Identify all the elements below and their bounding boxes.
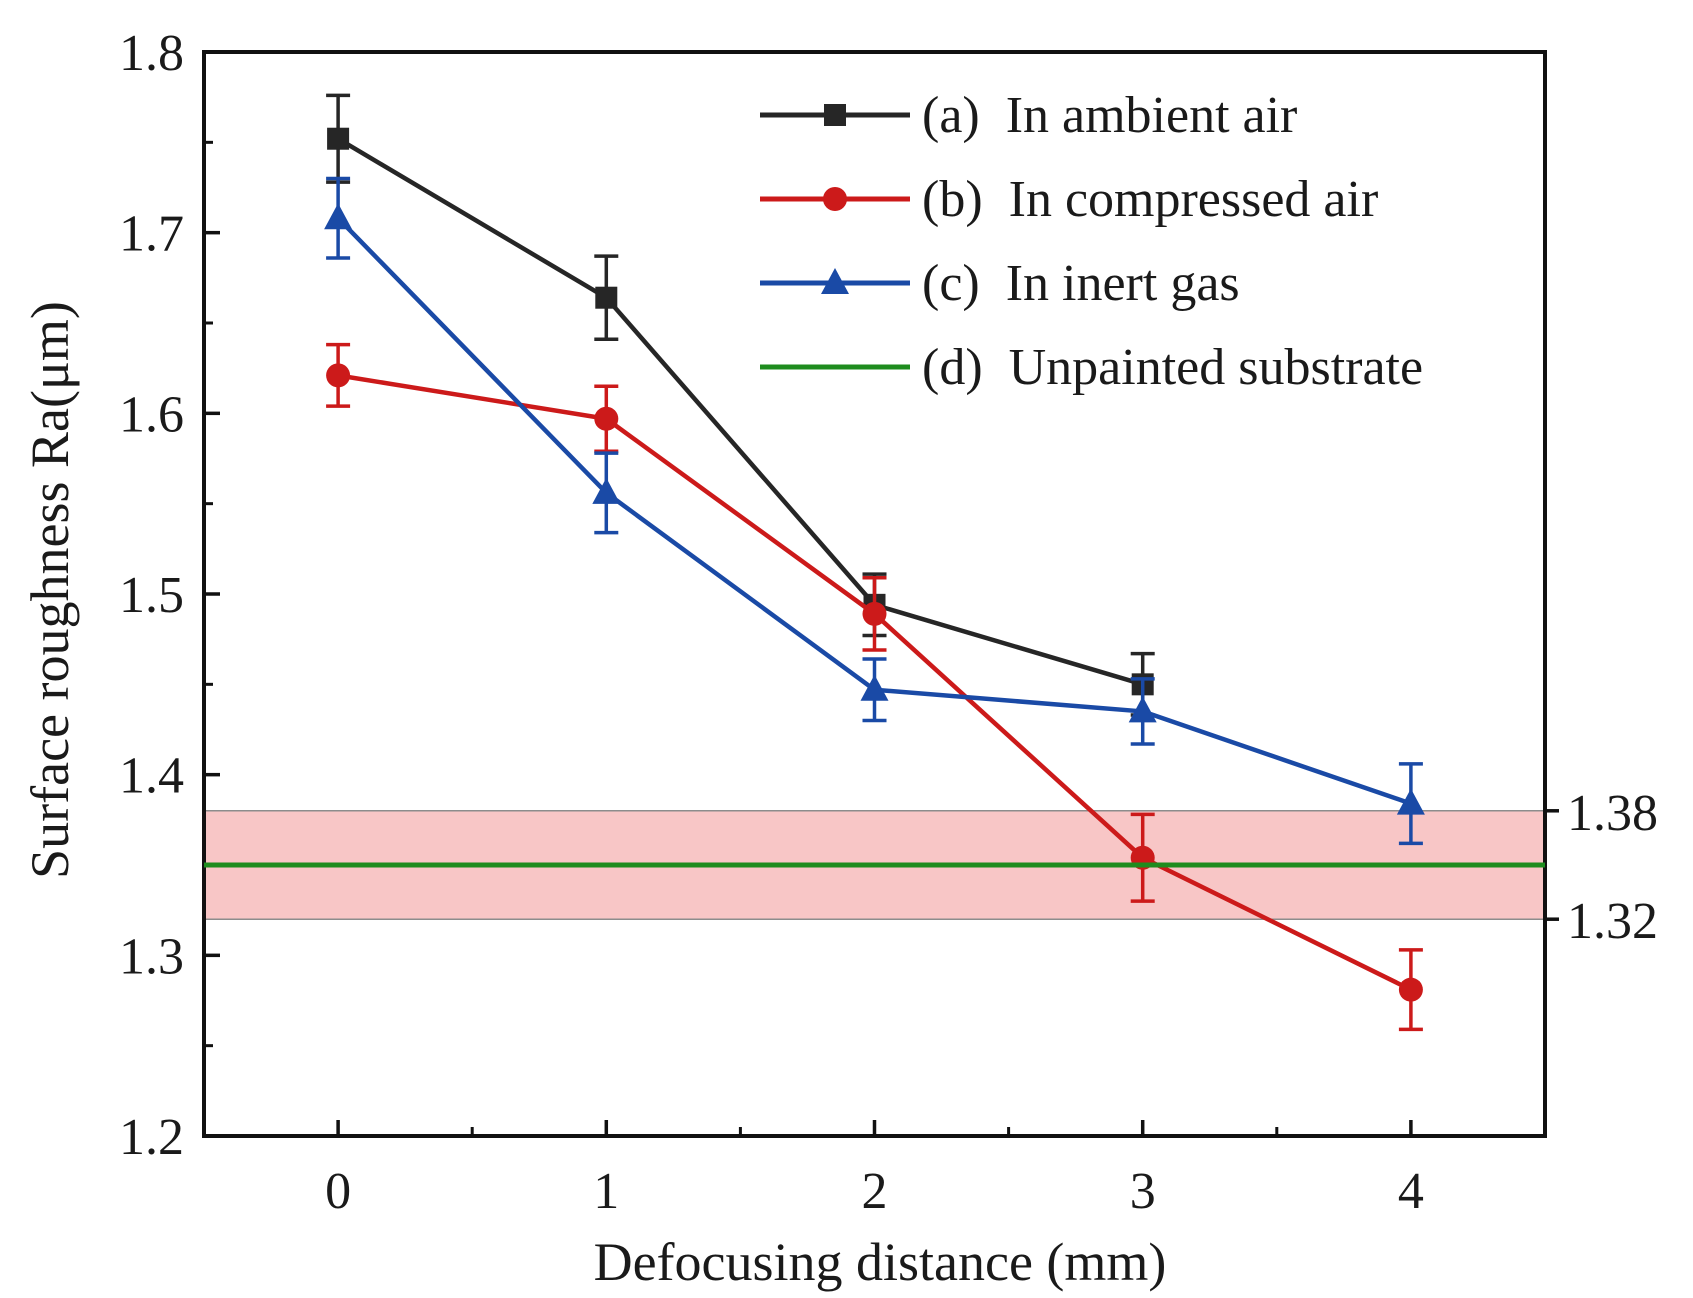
legend-item: (c) In inert gas bbox=[760, 255, 1240, 312]
y-axis-title: Surface roughness Ra(μm) bbox=[20, 301, 80, 879]
data-point bbox=[1398, 977, 1423, 1002]
y-tick-label: 1.5 bbox=[119, 567, 184, 624]
x-tick-label: 4 bbox=[1398, 1163, 1424, 1220]
legend-item: (b) In compressed air bbox=[760, 171, 1378, 228]
legend-item: (a) In ambient air bbox=[760, 87, 1297, 144]
data-point bbox=[1396, 788, 1425, 815]
x-tick-label: 2 bbox=[862, 1163, 888, 1220]
band-upper-label: 1.38 bbox=[1567, 785, 1658, 842]
legend-label: (a) In ambient air bbox=[922, 87, 1297, 144]
legend: (a) In ambient air (b) In compressed air (… bbox=[760, 87, 1423, 396]
data-point bbox=[327, 127, 350, 150]
data-point bbox=[326, 363, 351, 388]
legend-item: (d) Unpainted substrate bbox=[760, 339, 1423, 396]
data-point bbox=[595, 286, 618, 309]
legend-label: (d) Unpainted substrate bbox=[922, 339, 1423, 396]
band-lower-label: 1.32 bbox=[1567, 893, 1658, 950]
x-tick-label: 0 bbox=[325, 1163, 351, 1220]
data-point bbox=[324, 203, 353, 230]
series-line-ambient-air bbox=[336, 136, 1144, 687]
legend-marker bbox=[823, 187, 847, 211]
y-tick-label: 1.7 bbox=[119, 206, 184, 263]
x-tick-label: 1 bbox=[593, 1163, 619, 1220]
legend-label: (b) In compressed air bbox=[922, 171, 1378, 228]
x-tick-label: 3 bbox=[1130, 1163, 1156, 1220]
data-point bbox=[1128, 696, 1157, 723]
x-axis-title: Defocusing distance (mm) bbox=[594, 1232, 1167, 1292]
legend-marker bbox=[821, 268, 849, 294]
legend-label: (c) In inert gas bbox=[922, 255, 1240, 312]
series-layer bbox=[204, 93, 1545, 1032]
data-point bbox=[594, 406, 619, 431]
series-inert-gas bbox=[324, 176, 1425, 846]
axes-layer: 1.2 1.3 1.4 1.5 1.6 1.7 1.8 0 1 2 3 4 bbox=[119, 25, 1559, 1220]
data-point bbox=[862, 601, 887, 626]
y-tick-label: 1.3 bbox=[119, 928, 184, 985]
y-tick-label: 1.6 bbox=[119, 386, 184, 443]
y-tick-label: 1.2 bbox=[119, 1109, 184, 1166]
legend-marker bbox=[824, 104, 846, 126]
data-point bbox=[860, 674, 889, 701]
y-tick-label: 1.4 bbox=[119, 748, 184, 805]
y-tick-label: 1.8 bbox=[119, 25, 184, 82]
data-point bbox=[592, 477, 621, 504]
